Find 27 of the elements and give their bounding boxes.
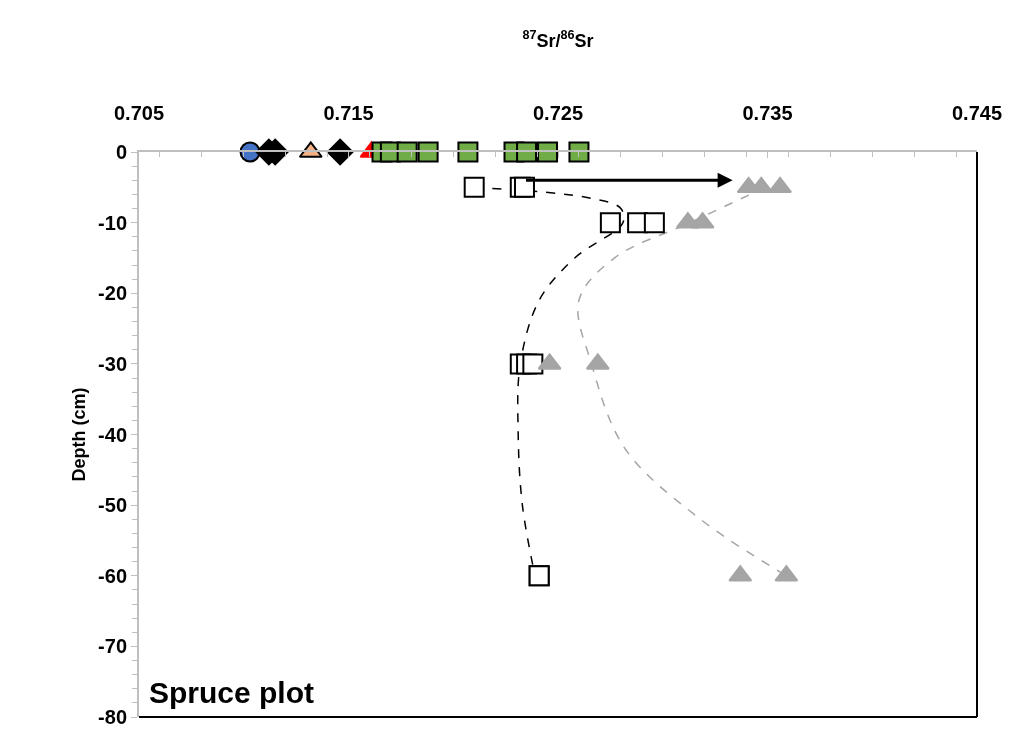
x-tick-label: 0.715 bbox=[323, 102, 374, 124]
point bbox=[643, 212, 665, 234]
y-axis-title: Depth (cm) bbox=[68, 387, 89, 482]
point bbox=[516, 141, 538, 163]
y-tick-label: -10 bbox=[98, 211, 127, 234]
point bbox=[568, 141, 590, 163]
y-tick-label: -40 bbox=[98, 423, 127, 446]
y-tick-label: -70 bbox=[98, 635, 127, 658]
annotation: Spruce plot bbox=[149, 676, 315, 709]
y-tick-label: -60 bbox=[98, 564, 127, 587]
y-tick-label: -30 bbox=[98, 352, 127, 375]
point bbox=[417, 141, 439, 163]
x-axis-title: $^{87}$Sr/$^{86}$Sr bbox=[522, 28, 594, 51]
y-tick-label: -50 bbox=[98, 494, 127, 517]
point bbox=[463, 176, 485, 198]
point bbox=[457, 141, 479, 163]
x-tick-label: 0.735 bbox=[742, 102, 793, 124]
y-tick-label: 0 bbox=[115, 141, 127, 163]
point bbox=[396, 141, 418, 163]
point bbox=[522, 353, 544, 375]
x-tick-label: 0.705 bbox=[113, 102, 165, 124]
y-tick-label: -80 bbox=[98, 706, 127, 728]
x-tick-label: 0.745 bbox=[951, 102, 1003, 124]
point bbox=[537, 141, 559, 163]
x-tick-label: 0.725 bbox=[532, 102, 584, 124]
y-tick-label: -20 bbox=[98, 282, 127, 305]
point bbox=[599, 212, 621, 234]
